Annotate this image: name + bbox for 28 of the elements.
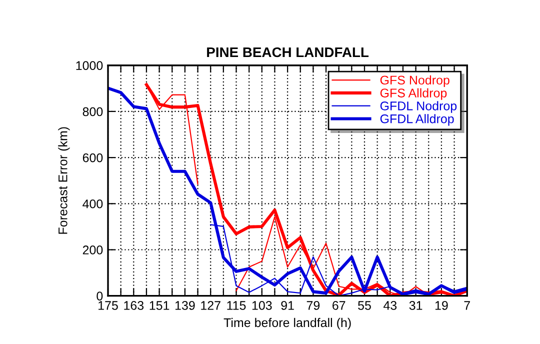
x-tick-label: 43 [383, 301, 397, 310]
legend-label: GFDL Alldrop [380, 114, 454, 126]
x-tick-label: 55 [358, 301, 371, 310]
x-tick-label: 67 [332, 301, 346, 310]
y-tick-label: 200 [82, 246, 103, 254]
y-tick-label: 600 [82, 153, 103, 162]
y-tick-label: 800 [82, 107, 103, 116]
y-tick-label: 1000 [76, 61, 103, 70]
y-tick-label: 0 [96, 292, 103, 300]
x-axis-title: Time before landfall (h) [224, 318, 351, 330]
x-tick-label: 91 [281, 301, 294, 310]
x-tick-label: 163 [124, 301, 144, 310]
x-tick-label: 19 [435, 301, 448, 310]
legend-label: GFS Nodrop [380, 75, 450, 88]
legend-label: GFS Alldrop [380, 88, 447, 100]
y-axis-title: Forecast Error (km) [58, 127, 70, 234]
legend-label: GFDL Nodrop [380, 101, 457, 113]
y-tick-label: 400 [82, 199, 103, 208]
x-tick-label: 127 [201, 301, 220, 310]
x-tick-label: 139 [175, 301, 195, 310]
chart-title: PINE BEACH LANDFALL [207, 47, 369, 58]
x-tick-label: 151 [150, 301, 170, 310]
x-tick-label: 7 [464, 301, 470, 310]
x-tick-label: 79 [306, 301, 320, 310]
x-tick-label: 175 [98, 301, 118, 310]
x-tick-label: 31 [409, 301, 422, 310]
x-tick-label: 103 [252, 301, 272, 310]
x-tick-label: 115 [227, 301, 246, 310]
